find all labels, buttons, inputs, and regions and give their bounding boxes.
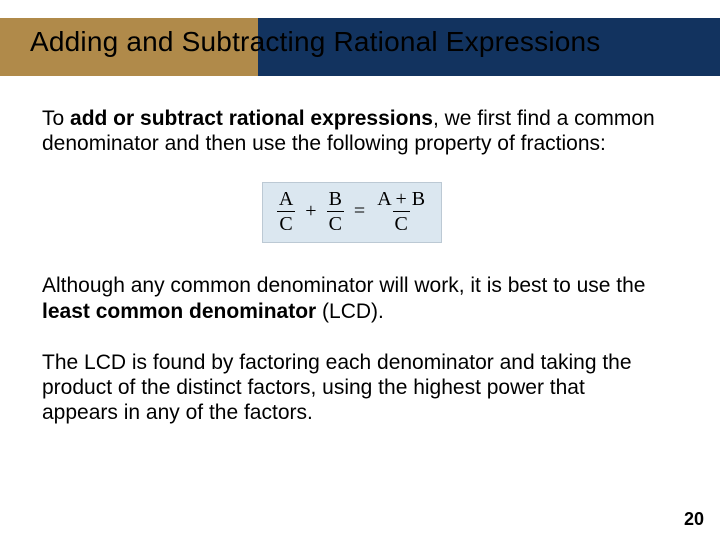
page-number: 20 bbox=[684, 509, 704, 530]
paragraph-2: Although any common denominator will wor… bbox=[42, 273, 662, 323]
fraction-3: A + B C bbox=[375, 189, 427, 234]
f1-den: C bbox=[277, 211, 294, 234]
p2-text-a: Although any common denominator will wor… bbox=[42, 274, 645, 297]
fraction-2: B C bbox=[327, 189, 344, 234]
op-eq: = bbox=[352, 200, 367, 223]
p2-bold: least common denominator bbox=[42, 300, 316, 323]
f1-num: A bbox=[277, 189, 295, 211]
p2-text-b: (LCD). bbox=[316, 300, 384, 323]
slide: Adding and Subtracting Rational Expressi… bbox=[0, 0, 720, 540]
paragraph-3: The LCD is found by factoring each denom… bbox=[42, 350, 662, 426]
op-plus: + bbox=[303, 200, 318, 223]
f3-den: C bbox=[393, 211, 410, 234]
fraction-1: A C bbox=[277, 189, 295, 234]
f2-num: B bbox=[327, 189, 344, 211]
formula-box: A C + B C = A + B C bbox=[262, 182, 442, 243]
slide-title: Adding and Subtracting Rational Expressi… bbox=[30, 26, 690, 58]
slide-body: To add or subtract rational expressions,… bbox=[42, 106, 662, 451]
f3-num: A + B bbox=[375, 189, 427, 211]
formula: A C + B C = A + B C bbox=[277, 189, 427, 234]
paragraph-1: To add or subtract rational expressions,… bbox=[42, 106, 662, 156]
f2-den: C bbox=[327, 211, 344, 234]
p1-bold: add or subtract rational expressions bbox=[70, 107, 433, 130]
formula-container: A C + B C = A + B C bbox=[42, 182, 662, 243]
p1-text-a: To bbox=[42, 107, 70, 130]
